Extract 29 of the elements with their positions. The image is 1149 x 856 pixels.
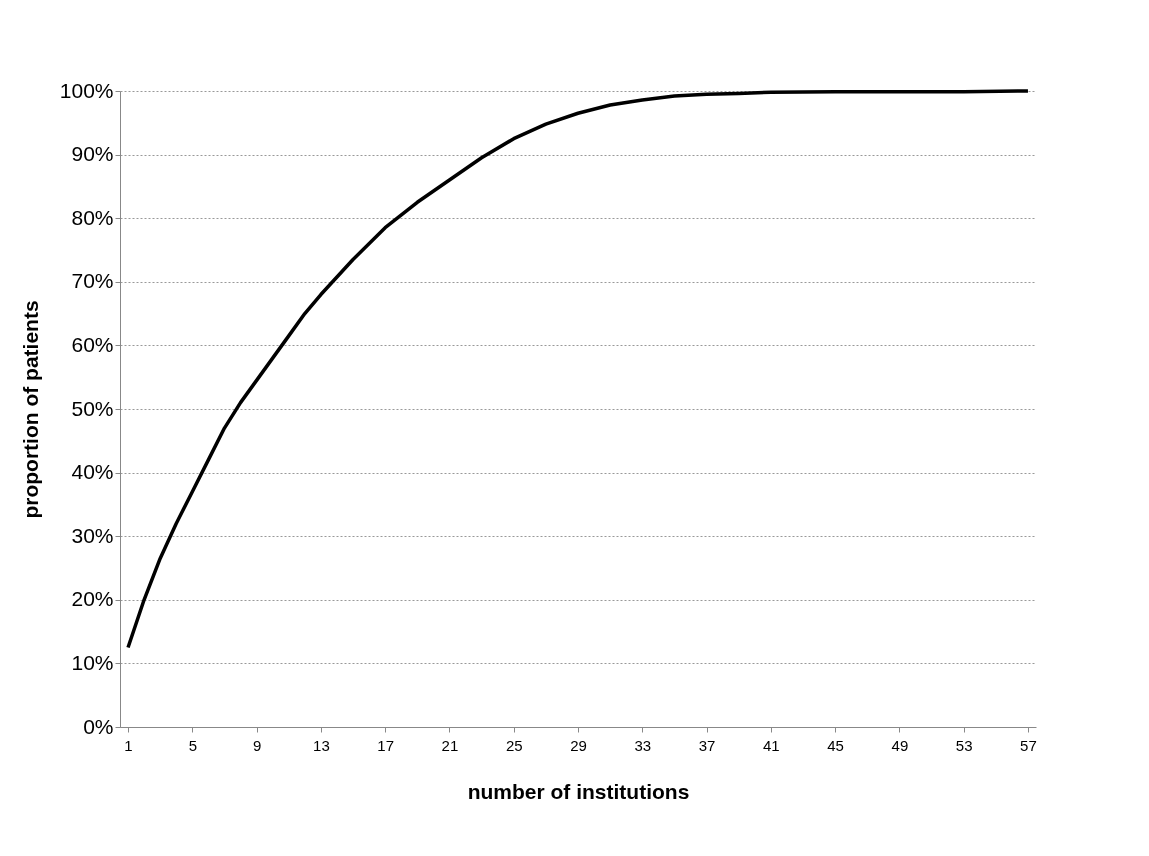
y-tick-label: 80%	[71, 205, 114, 229]
y-tick-label: 10%	[71, 650, 114, 674]
y-tick-label: 70%	[71, 269, 114, 293]
x-tick-label: 13	[313, 736, 330, 754]
y-axis-title: proportion of patients	[18, 300, 42, 519]
x-tick-label: 37	[698, 736, 716, 754]
line-series	[126, 89, 1030, 650]
x-tick-label: 29	[570, 736, 587, 754]
x-tick-label: 1	[124, 736, 133, 754]
x-tick-label: 45	[827, 736, 844, 754]
y-tick-label: 60%	[71, 332, 114, 356]
x-tick-label: 21	[441, 736, 459, 754]
y-tick-label: 30%	[71, 523, 114, 547]
x-tick-label: 5	[188, 736, 197, 754]
x-tick-label: 9	[252, 736, 262, 754]
x-tick-label: 41	[763, 736, 780, 754]
x-tick-label: 53	[955, 736, 973, 754]
x-axis-title: number of institutions	[467, 779, 690, 803]
x-tick-label: 49	[891, 736, 909, 754]
y-tick-label: 20%	[71, 587, 114, 611]
y-tick-label: 40%	[71, 460, 114, 484]
y-tick-label: 50%	[71, 396, 114, 420]
y-tick-label: 100%	[59, 78, 114, 102]
y-tick-label: 90%	[71, 142, 114, 166]
x-tick-label: 17	[377, 736, 394, 754]
y-tick-label: 0%	[83, 714, 114, 738]
x-tick-label: 25	[505, 736, 523, 754]
x-tick-label: 33	[634, 736, 652, 754]
x-tick-label: 57	[1020, 736, 1037, 754]
